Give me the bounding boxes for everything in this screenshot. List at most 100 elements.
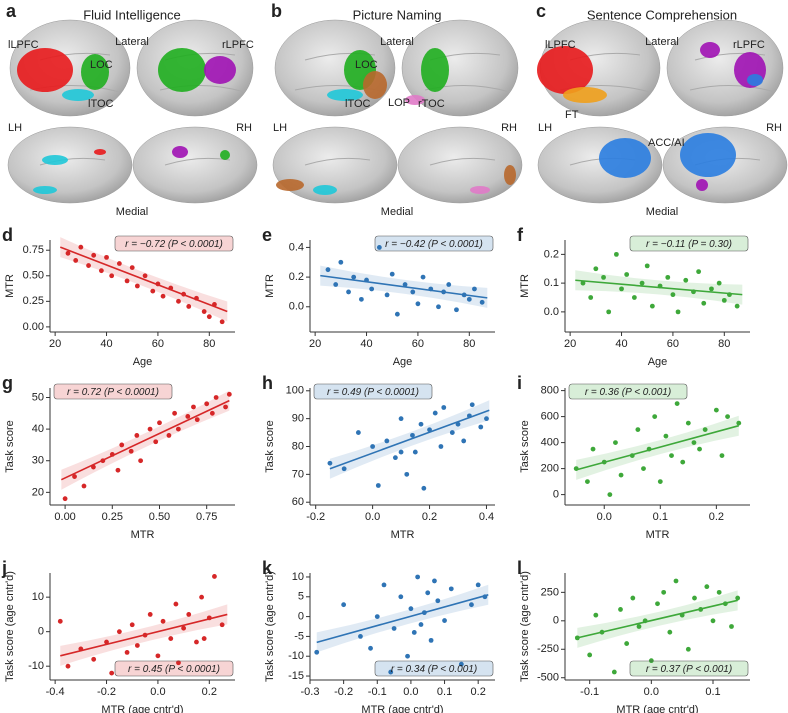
data-point [412,449,418,455]
data-point [624,272,630,277]
data-point [611,669,617,675]
brain-region [172,146,188,158]
data-point [635,427,641,432]
y-axis-label: Task score (age cntr'd) [4,571,16,682]
x-tick-label: 0.0 [365,511,380,523]
data-point [402,282,408,287]
y-tick-label: 0.0 [289,301,304,313]
data-point [209,410,215,416]
panel-letter: l [517,558,522,578]
data-point [173,601,179,607]
brain-panel: a Fluid Intelligence Lateral Medial LH RH lLPF… [6,1,258,218]
view-label: Lateral [645,36,679,48]
data-point [432,578,437,584]
data-point [418,622,424,627]
y-axis-label: Task score (age cntr'd) [264,571,276,682]
x-tick-label: 60 [667,338,679,350]
data-point [199,594,204,600]
data-point [115,467,121,473]
region-label: lLPFC [8,39,39,51]
y-tick-label: 0.75 [23,244,44,256]
panel-letter: j [1,558,7,578]
x-tick-label: 0.4 [479,511,494,523]
data-point [657,479,663,484]
brain-region [94,149,106,155]
brain-region [405,95,425,105]
data-point [150,288,156,294]
x-axis-label: MTR (age cntr'd) [101,704,183,713]
y-tick-label: 250 [541,586,559,598]
data-point [652,414,658,419]
data-point [436,304,441,310]
data-point [458,661,464,667]
data-point [454,307,459,313]
data-point [175,426,181,432]
data-point [683,277,689,283]
data-point [213,395,219,400]
data-point [358,634,363,639]
data-point [186,612,192,617]
annotation-box [114,235,234,252]
data-point [673,578,679,584]
hemisphere-label: LH [273,122,287,134]
data-point [716,280,722,286]
data-point [415,574,421,580]
region-label: rLPFC [222,39,254,51]
x-tick-label: -0.2 [97,686,116,698]
data-point [641,466,646,471]
x-tick-label: 0.0 [403,686,418,698]
data-point [435,598,441,604]
data-point [388,669,394,675]
data-point [138,458,144,464]
brain-surface [401,19,519,117]
y-tick-label: 5 [298,591,304,603]
data-point [376,245,382,250]
data-point [639,280,645,286]
y-tick-label: 0.1 [544,277,559,289]
data-point [404,471,410,477]
brain-region [563,87,607,103]
data-point [588,295,594,300]
data-point [736,420,742,426]
data-point [469,602,474,608]
y-tick-label: 50 [32,391,44,403]
data-point [392,455,398,461]
view-label: Lateral [380,36,414,48]
data-point [719,453,725,458]
data-point [384,292,390,298]
data-point [73,258,79,263]
data-point [421,485,427,491]
y-tick-label: 10 [32,591,44,603]
data-point [129,265,135,270]
data-point [81,483,87,489]
data-point [147,426,153,432]
data-point [593,612,599,618]
data-point [134,643,140,648]
brain-surface [272,126,398,204]
data-point [449,430,455,435]
data-point [432,410,438,416]
data-point [394,311,400,317]
data-point [153,439,159,445]
x-tick-label: 0.2 [709,511,724,523]
data-point [172,410,177,416]
brain-sulcus [429,157,496,166]
y-tick-label: 100 [286,385,304,397]
panel-letter: h [262,373,273,393]
brain-surface [666,19,784,117]
x-tick-label: 40 [615,338,627,350]
data-point [91,252,97,258]
y-tick-label: 0 [298,610,304,622]
brain-sulcus [159,85,246,93]
data-point [408,606,414,612]
data-point [680,459,686,465]
x-axis-label: Age [393,356,413,368]
data-point [574,635,580,641]
y-tick-label: 90 [292,413,304,425]
x-tick-label: 60 [152,338,164,350]
y-axis-label: MTR [4,274,16,298]
y-tick-label: -10 [288,650,304,662]
data-point [704,584,710,590]
y-axis-label: Task score [519,420,531,473]
data-point [62,496,68,502]
